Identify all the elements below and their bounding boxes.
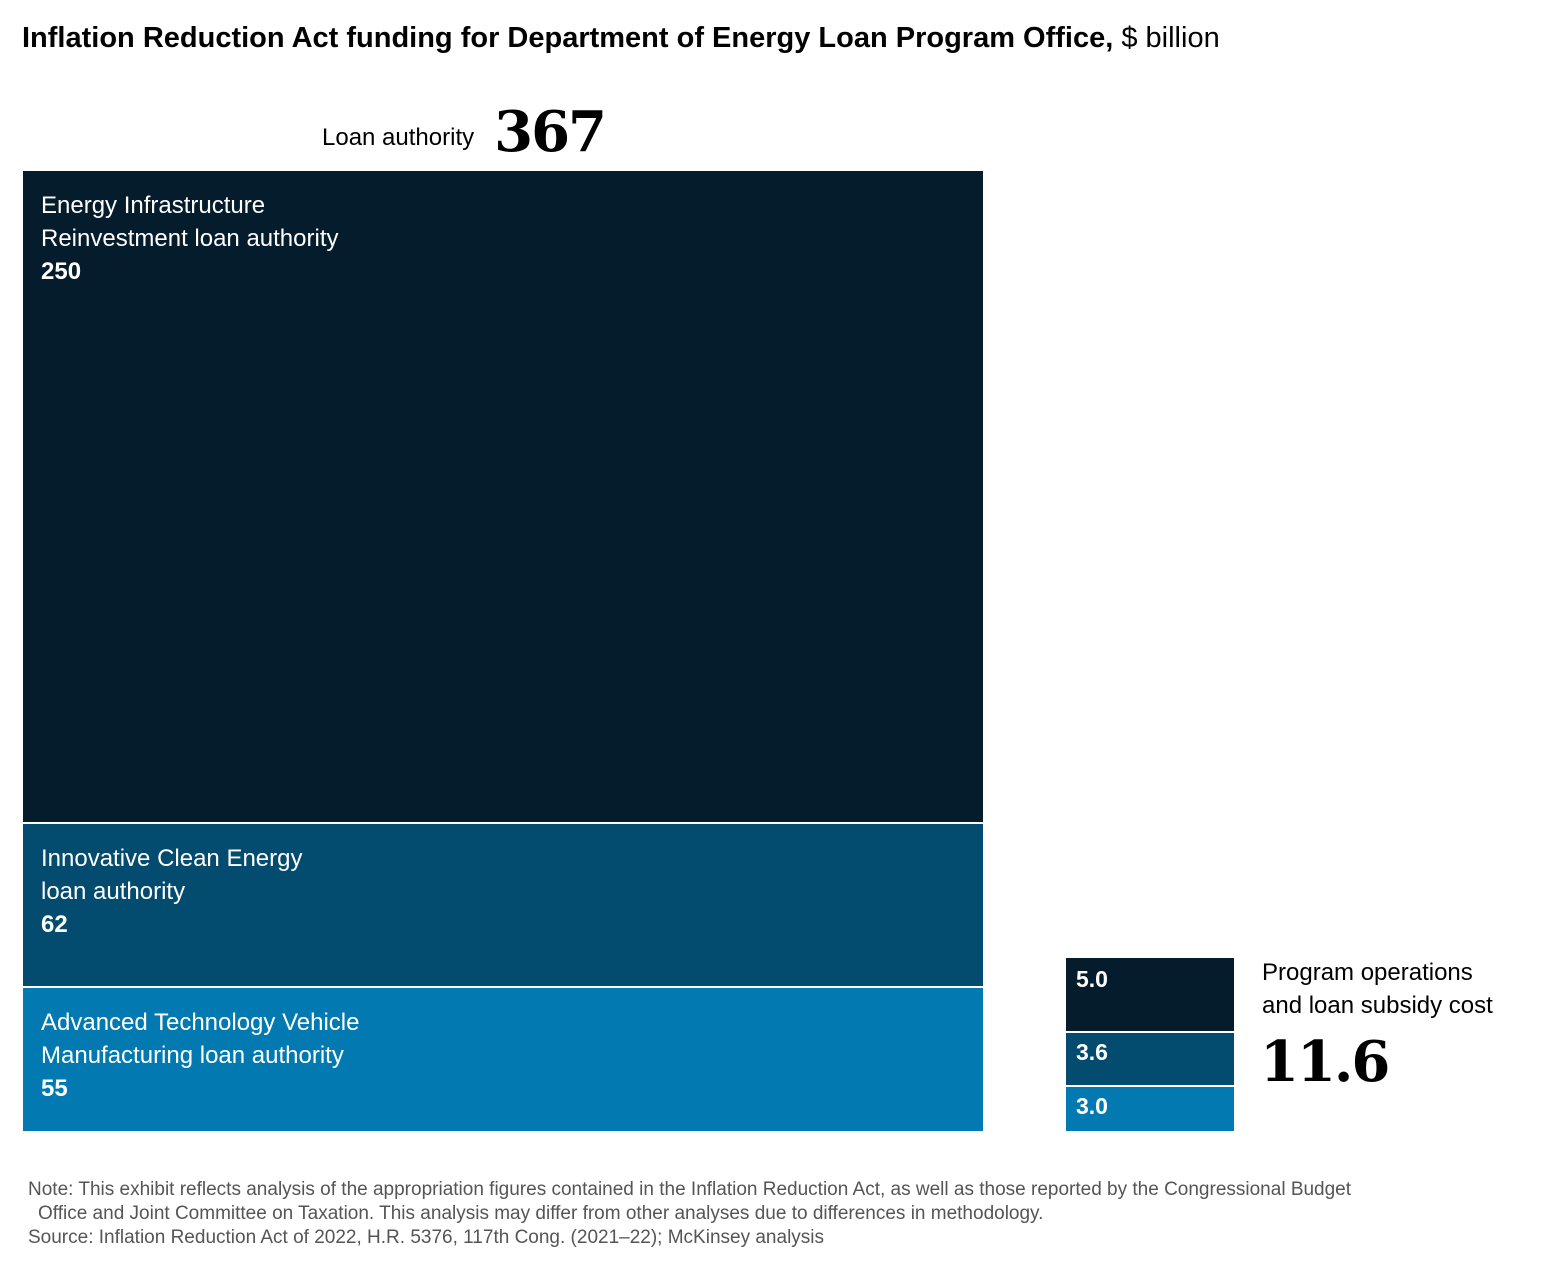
program-operations-label: Program operations and loan subsidy cost [1262, 956, 1542, 1022]
program-operations-total: 11.6 [1260, 1029, 1390, 1095]
source-line: Source: Inflation Reduction Act of 2022,… [28, 1227, 825, 1248]
segment-label-0: Energy Infrastructure Reinvestment loan a… [41, 189, 461, 255]
program-segment-value-1: 3.6 [1076, 1039, 1108, 1065]
segment-block-2: Advanced Technology Vehicle Manufacturing… [23, 988, 983, 1131]
segment-value-0: 250 [41, 258, 82, 285]
segment-label-1: Innovative Clean Energy loan authority [41, 842, 461, 908]
segment-label-line1-1: Innovative Clean Energy [41, 845, 303, 872]
loan-authority-label: Loan authority [322, 124, 475, 151]
loan-authority-total: Loan authority 367 [322, 95, 607, 165]
program-segment-value-2: 3.0 [1076, 1093, 1108, 1119]
chart-title: Inflation Reduction Act funding for Depa… [22, 22, 1220, 55]
segment-label-line2-2: Manufacturing loan authority [41, 1042, 344, 1069]
program-segment-1: 3.6 [1066, 1033, 1234, 1085]
segment-block-1: Innovative Clean Energy loan authority 62 [23, 824, 983, 986]
loan-authority-total-value: 367 [494, 99, 607, 165]
note-line-2: Office and Joint Committee on Taxation. … [38, 1203, 1044, 1224]
title-unit: $ billion [1121, 22, 1220, 54]
segment-value-1: 62 [41, 911, 68, 938]
footnotes: Note: This exhibit reflects analysis of … [28, 1178, 1538, 1250]
segment-label-line1-2: Advanced Technology Vehicle [41, 1009, 360, 1036]
segment-label-2: Advanced Technology Vehicle Manufacturing… [41, 1006, 461, 1072]
segment-value-2: 55 [41, 1075, 68, 1102]
program-segment-value-0: 5.0 [1076, 966, 1108, 992]
program-operations-line1: Program operations [1262, 959, 1473, 986]
segment-label-line2-1: loan authority [41, 878, 186, 905]
segment-label-line2-0: Reinvestment loan authority [41, 225, 339, 252]
program-segment-0: 5.0 [1066, 958, 1234, 1031]
title-text: Inflation Reduction Act funding for Depa… [22, 22, 1114, 54]
note-line-1: Note: This exhibit reflects analysis of … [28, 1179, 1352, 1200]
program-operations-line2: and loan subsidy cost [1262, 992, 1493, 1019]
program-segment-2: 3.0 [1066, 1087, 1234, 1131]
segment-block-0: Energy Infrastructure Reinvestment loan a… [23, 171, 983, 822]
segment-label-line1-0: Energy Infrastructure [41, 192, 266, 219]
